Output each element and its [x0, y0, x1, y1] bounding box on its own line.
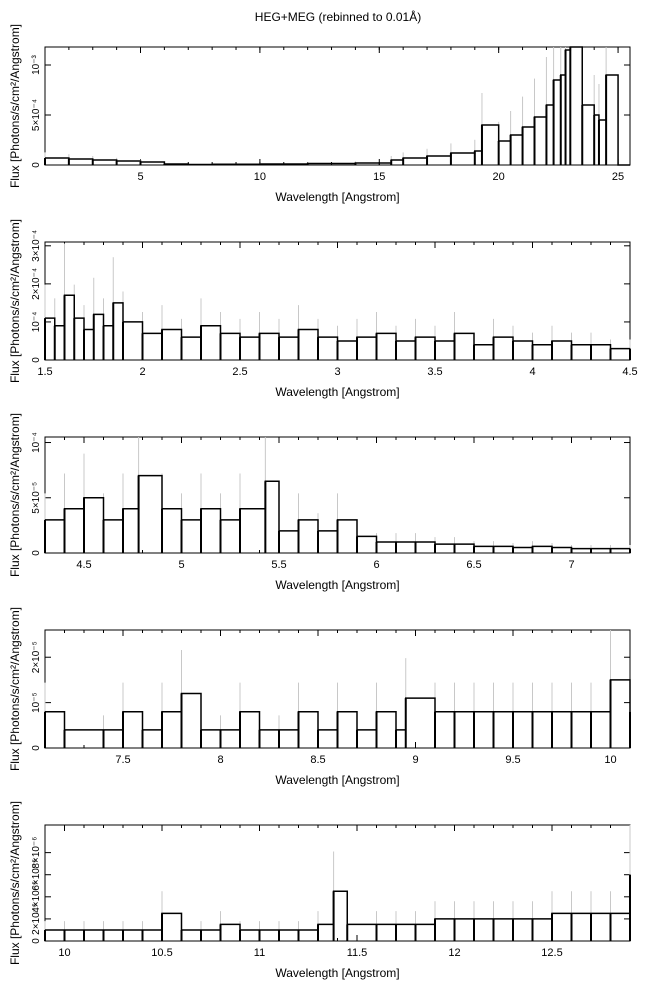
y-axis-label: Flux [Photons/s/cm²/Angstrom]	[8, 219, 22, 383]
x-axis-label: Wavelength [Angstrom]	[275, 773, 399, 787]
x-tick-label: 4.5	[76, 559, 91, 571]
panel-5: 10 10.5 11 11.5 12 12.5 0 2×10⁻⁶4×10⁻⁶6×10⁻⁶8×1…	[8, 801, 631, 980]
panel-1: 5 10 15 20 25 0 5×10⁻⁴ 10⁻³ Wavelength [Angstrom…	[8, 24, 631, 204]
spectrum-line	[45, 46, 630, 166]
y-tick-label: 2×10⁻⁵	[31, 641, 42, 673]
plot-frame	[44, 46, 631, 166]
y-tick-label: 6×10⁻⁶	[31, 859, 42, 891]
y-axis-label: Flux [Photons/s/cm²/Angstrom]	[8, 413, 22, 577]
x-tick-label: 9	[412, 754, 418, 766]
x-tick-label: 6	[373, 559, 379, 571]
panel-2: 1.5 2 2.5 3 3.5 4 4.5 0 10⁻⁴ 2×10⁻⁴ 3×10⁻⁴ Waveleng…	[8, 219, 638, 399]
x-tick-label: 7.5	[115, 754, 130, 766]
x-axis-label: Wavelength [Angstrom]	[275, 190, 399, 204]
x-tick-label: 1.5	[37, 366, 52, 378]
y-tick-label: 10⁻⁴	[31, 312, 42, 333]
y-tick-label: 5×10⁻⁴	[31, 99, 42, 131]
x-tick-label: 4	[529, 366, 535, 378]
x-tick-label: 10	[604, 754, 616, 766]
x-axis-label: Wavelength [Angstrom]	[275, 578, 399, 592]
x-tick-label: 3.5	[427, 366, 442, 378]
x-tick-label: 7	[568, 559, 574, 571]
y-tick-label: 2×10⁻⁶	[31, 903, 42, 935]
y-axis-label: Flux [Photons/s/cm²/Angstrom]	[8, 607, 22, 771]
x-tick-label: 4.5	[622, 366, 637, 378]
plot-frame	[44, 824, 631, 942]
panel-3: 4.5 5 5.5 6 6.5 7 0 5×10⁻⁵ 10⁻⁴ Wavelength [Angst…	[8, 413, 631, 592]
panel-4: 7.5 8 8.5 9 9.5 10 0 10⁻⁵ 2×10⁻⁵ Wavelength [Angs…	[8, 607, 631, 787]
x-tick-label: 5	[137, 171, 143, 183]
x-tick-label: 10	[254, 171, 266, 183]
x-tick-label: 5	[178, 559, 184, 571]
x-axis-label: Wavelength [Angstrom]	[275, 966, 399, 980]
x-tick-label: 12	[448, 947, 460, 959]
y-tick-label: 3×10⁻⁴	[31, 230, 42, 262]
y-tick-label: 0	[31, 162, 42, 168]
x-tick-label: 6.5	[466, 559, 481, 571]
x-tick-label: 8.5	[310, 754, 325, 766]
x-tick-label: 5.5	[271, 559, 286, 571]
x-tick-label: 3	[334, 366, 340, 378]
y-tick-label: 0	[31, 357, 42, 363]
y-axis-label: Flux [Photons/s/cm²/Angstrom]	[8, 801, 22, 965]
y-tick-label: 10⁻⁵	[31, 692, 42, 713]
spectrum-line	[45, 294, 630, 350]
y-tick-label: 0	[31, 745, 42, 751]
y-tick-label: 8×10⁻⁶	[31, 837, 42, 869]
spectrum-line	[45, 474, 630, 550]
x-tick-label: 8	[217, 754, 223, 766]
y-tick-label: 10⁻³	[31, 54, 42, 74]
x-tick-label: 11	[254, 947, 265, 959]
y-tick-label: 5×10⁻⁵	[31, 482, 42, 514]
x-tick-label: 20	[493, 171, 505, 183]
x-tick-label: 15	[373, 171, 385, 183]
x-tick-label: 10.5	[151, 947, 172, 959]
y-tick-label: 0	[31, 550, 42, 556]
spectrum-line	[45, 874, 631, 931]
spectrum-line	[45, 679, 631, 731]
y-tick-label: 10⁻⁴	[31, 432, 42, 453]
y-tick-label: 2×10⁻⁴	[31, 268, 42, 300]
x-axis-label: Wavelength [Angstrom]	[275, 385, 399, 399]
y-tick-label: 0	[31, 938, 42, 944]
y-tick-label: 4×10⁻⁶	[31, 881, 42, 913]
x-tick-label: 12.5	[541, 947, 562, 959]
chart-title: HEG+MEG (rebinned to 0.01Å)	[254, 10, 422, 24]
x-tick-label: 9.5	[505, 754, 520, 766]
x-tick-label: 25	[612, 171, 624, 183]
x-tick-label: 2	[139, 366, 145, 378]
x-tick-label: 11.5	[347, 947, 368, 959]
x-tick-label: 10	[58, 947, 70, 959]
x-tick-label: 2.5	[232, 366, 247, 378]
y-axis-label: Flux [Photons/s/cm²/Angstrom]	[8, 24, 22, 188]
